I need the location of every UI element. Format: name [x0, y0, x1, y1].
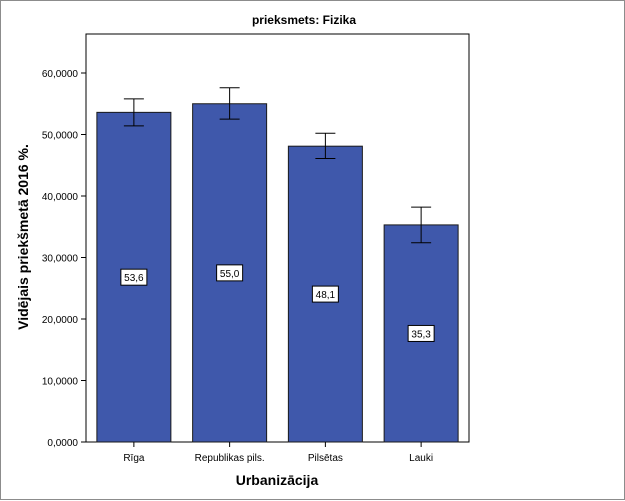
y-tick-label: 40,0000	[42, 192, 79, 203]
y-tick-label: 50,0000	[42, 131, 79, 142]
data-label-box	[311, 285, 339, 303]
y-tick-label: 10,0000	[42, 377, 79, 388]
y-axis: 0,0000 10,0000 20,0000 30,0000 40,0000 50,000…	[42, 69, 86, 449]
y-tick-label: 30,0000	[42, 254, 79, 265]
bars-layer: 53,6 55,0 48,1 35,3	[96, 87, 459, 443]
data-label: 48,1	[316, 290, 336, 301]
data-label-box	[216, 264, 244, 282]
data-label-box	[407, 324, 435, 342]
data-label: 35,3	[411, 329, 431, 340]
x-axis-title: Urbanizācija	[236, 472, 319, 488]
x-tick-label: Rīga	[123, 453, 145, 464]
y-tick-label: 60,0000	[42, 69, 79, 80]
data-label: 55,0	[220, 269, 240, 280]
y-tick-label: 0,0000	[47, 438, 78, 449]
data-label-box	[120, 268, 148, 286]
data-label: 53,6	[124, 273, 144, 284]
x-tick-label: Republikas pils.	[195, 453, 265, 464]
x-axis: Rīga Republikas pils. Pilsētas Lauki	[123, 442, 433, 464]
x-tick-label: Lauki	[409, 453, 433, 464]
chart-title: prieksmets: Fizika	[252, 13, 356, 27]
x-tick-label: Pilsētas	[308, 453, 343, 464]
y-axis-title: Vidējais priekšmetā 2016 %.	[15, 144, 31, 330]
y-tick-label: 20,0000	[42, 315, 79, 326]
